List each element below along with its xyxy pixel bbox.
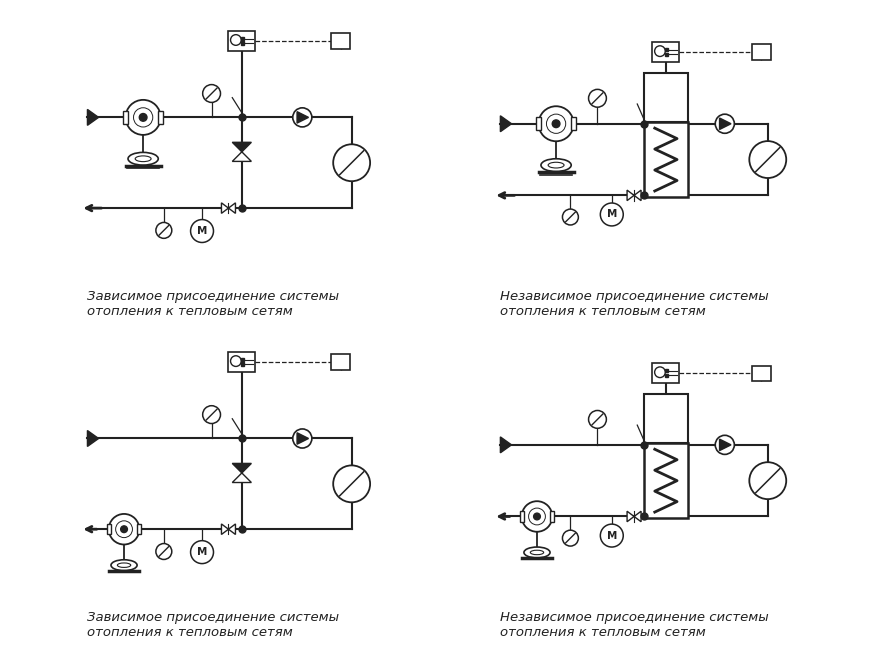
Circle shape [121, 526, 127, 533]
Circle shape [108, 514, 140, 544]
Text: M: M [196, 226, 207, 236]
Circle shape [156, 223, 172, 239]
Circle shape [156, 544, 172, 559]
Circle shape [533, 513, 541, 520]
Text: Независимое присоединение системы
отопления к тепловым сетям: Независимое присоединение системы отопле… [501, 290, 769, 318]
Circle shape [203, 406, 220, 424]
Polygon shape [627, 511, 634, 522]
Bar [228, 31, 255, 51]
Polygon shape [232, 152, 252, 161]
Bar [228, 352, 255, 372]
Circle shape [600, 203, 623, 226]
Circle shape [522, 501, 552, 531]
Circle shape [600, 524, 623, 547]
Bar [665, 48, 668, 52]
Bar [644, 122, 688, 197]
Circle shape [563, 530, 579, 546]
Bar [644, 73, 688, 122]
Polygon shape [228, 524, 236, 535]
Bar [665, 373, 668, 377]
Circle shape [203, 84, 220, 103]
Bar [331, 355, 350, 370]
Bar [331, 34, 350, 48]
Polygon shape [627, 190, 634, 201]
Text: Зависимое присоединение системы
отопления к тепловым сетям: Зависимое присоединение системы отоплени… [87, 290, 340, 318]
Bar [572, 117, 576, 130]
Polygon shape [501, 116, 511, 132]
Circle shape [333, 144, 370, 181]
Bar [751, 45, 772, 60]
Bar [550, 511, 554, 522]
Text: Независимое присоединение системы
отопления к тепловым сетям: Независимое присоединение системы отопле… [501, 611, 769, 639]
Polygon shape [87, 110, 99, 125]
Bar [653, 363, 679, 383]
Circle shape [749, 462, 786, 499]
Polygon shape [297, 112, 308, 123]
Text: M: M [196, 547, 207, 557]
Polygon shape [232, 473, 252, 482]
Text: Зависимое присоединение системы
отопления к тепловым сетям: Зависимое присоединение системы отоплени… [87, 611, 340, 639]
Circle shape [292, 108, 312, 127]
Circle shape [589, 90, 606, 107]
Bar [138, 524, 141, 534]
Bar [241, 358, 244, 361]
Ellipse shape [117, 563, 131, 568]
Circle shape [716, 114, 734, 134]
Bar [665, 52, 668, 55]
Bar [751, 366, 772, 381]
Polygon shape [232, 463, 252, 473]
Circle shape [292, 429, 312, 448]
Polygon shape [221, 203, 228, 213]
Ellipse shape [524, 547, 550, 558]
Polygon shape [221, 524, 228, 535]
Circle shape [654, 46, 665, 57]
Bar [653, 43, 679, 62]
Ellipse shape [111, 560, 137, 571]
Bar [241, 41, 244, 45]
Polygon shape [87, 430, 99, 446]
Circle shape [190, 541, 213, 564]
Polygon shape [719, 118, 731, 130]
Circle shape [589, 410, 606, 428]
Bar [520, 511, 524, 522]
Circle shape [716, 435, 734, 455]
Bar [107, 524, 110, 534]
Polygon shape [719, 439, 731, 451]
Bar [158, 111, 163, 124]
Bar [241, 37, 244, 40]
Bar [241, 362, 244, 366]
Polygon shape [232, 143, 252, 152]
Bar [124, 111, 128, 124]
Circle shape [125, 100, 161, 135]
Bar [665, 370, 668, 372]
Polygon shape [297, 433, 308, 444]
Circle shape [140, 114, 147, 121]
Circle shape [230, 35, 241, 45]
Circle shape [654, 367, 665, 377]
Text: M: M [606, 210, 617, 219]
Text: M: M [606, 531, 617, 541]
Polygon shape [634, 190, 641, 201]
Polygon shape [228, 203, 236, 213]
Ellipse shape [549, 163, 564, 168]
Circle shape [333, 466, 370, 502]
Ellipse shape [531, 550, 544, 555]
Bar [536, 117, 541, 130]
Circle shape [749, 141, 786, 178]
Ellipse shape [128, 152, 158, 165]
Circle shape [539, 106, 573, 141]
Bar [644, 443, 688, 518]
Circle shape [230, 356, 241, 366]
Polygon shape [501, 437, 511, 453]
Circle shape [552, 120, 560, 128]
Circle shape [190, 219, 213, 243]
Polygon shape [634, 511, 641, 522]
Circle shape [563, 209, 579, 225]
Ellipse shape [541, 159, 572, 172]
Bar [644, 394, 688, 443]
Ellipse shape [135, 156, 151, 162]
